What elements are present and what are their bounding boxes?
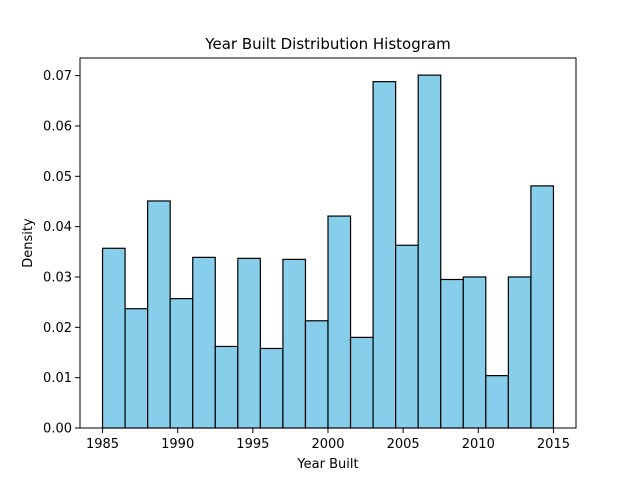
x-tick-label: 1985 <box>86 437 119 452</box>
histogram-bar <box>507 276 532 429</box>
histogram-bar <box>259 347 284 429</box>
histogram-bar <box>147 200 171 429</box>
y-tick-label: 0.03 <box>43 270 72 285</box>
histogram-bar <box>372 81 397 429</box>
histogram-bar <box>237 257 261 429</box>
histogram-bar <box>124 308 149 429</box>
x-tick-label: 2000 <box>311 437 344 452</box>
y-tick-label: 0.04 <box>43 220 72 235</box>
y-axis-label: Density <box>21 218 36 268</box>
histogram-bar <box>530 185 555 429</box>
y-tick-label: 0.01 <box>43 371 72 386</box>
histogram-bar <box>169 298 194 429</box>
chart-title: Year Built Distribution Histogram <box>204 35 450 53</box>
y-axis-ticks: 0.00 0.01 0.02 0.03 0.04 0.05 0.06 0.07 <box>43 69 80 437</box>
x-tick-label: 1990 <box>161 437 194 452</box>
y-tick-label: 0.00 <box>43 422 72 437</box>
histogram-bar <box>282 258 307 429</box>
x-axis-label: Year Built <box>296 457 358 472</box>
y-tick-label: 0.07 <box>43 69 72 84</box>
x-tick-label: 2005 <box>387 437 420 452</box>
histogram-bar <box>440 278 464 429</box>
y-tick-label: 0.06 <box>43 119 72 134</box>
x-tick-label: 1995 <box>236 437 269 452</box>
histogram-bar <box>214 345 239 429</box>
bars-group <box>101 74 555 429</box>
y-tick-label: 0.02 <box>43 321 72 336</box>
histogram-bar <box>417 74 442 429</box>
histogram-bar <box>395 244 419 429</box>
histogram-bar <box>101 247 126 429</box>
x-tick-label: 2015 <box>537 437 570 452</box>
x-tick-label: 2010 <box>462 437 495 452</box>
y-tick-label: 0.05 <box>43 170 72 185</box>
histogram-bar <box>485 375 509 429</box>
histogram-bar <box>349 336 374 429</box>
histogram-bar <box>327 215 352 429</box>
histogram-bar <box>304 320 329 429</box>
x-axis-ticks: 1985 1990 1995 2000 2005 2010 2015 <box>86 428 570 452</box>
histogram-bar <box>462 276 487 429</box>
histogram-bar <box>192 256 216 429</box>
